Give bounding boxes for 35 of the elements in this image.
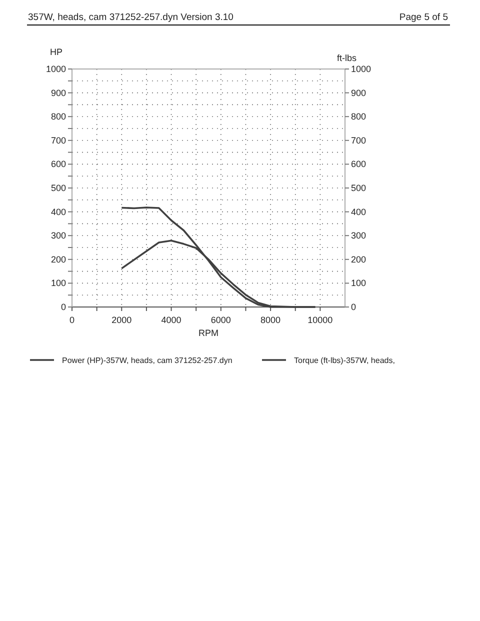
- y-tick-label: 500: [50, 183, 66, 193]
- y-tick-label: 300: [50, 230, 66, 241]
- y2-tick-label: 400: [351, 206, 366, 217]
- y2-tick-label: 0: [351, 302, 356, 312]
- y-tick-label: 400: [50, 206, 66, 217]
- y2-tick-label: 500: [351, 183, 366, 193]
- chart-title: 357W, heads, cam 371252-257.dyn Version 3.10: [28, 12, 234, 23]
- y-tick-label: 800: [50, 112, 66, 122]
- y-tick-label: 700: [50, 135, 66, 146]
- y-tick-label: 900: [50, 88, 66, 98]
- y2-tick-label: 300: [351, 230, 366, 241]
- y-tick-label: 100: [50, 278, 66, 288]
- x-tick-label: 10000: [308, 315, 333, 325]
- legend-label: Power (HP)-357W, heads, cam 371252-257.dyn: [62, 356, 232, 365]
- x-tick-label: 4000: [161, 315, 182, 325]
- y2-tick-label: 800: [351, 112, 366, 122]
- y2-tick-label: 100: [351, 278, 366, 288]
- x-axis-title: RPM: [198, 328, 218, 338]
- x-tick-label: 2000: [112, 315, 132, 325]
- text: Page 5 of 5: [399, 12, 448, 23]
- x-tick-label: 8000: [260, 315, 281, 325]
- y2-tick-label: 200: [351, 254, 366, 264]
- x-tick-label: 0: [69, 315, 75, 325]
- y-tick-label: 1000: [46, 64, 66, 74]
- y-tick-label: 200: [50, 254, 66, 264]
- x-tick-label: 6000: [210, 315, 231, 325]
- y2-tick-label: 600: [351, 159, 366, 170]
- y2-tick-label: 700: [351, 135, 366, 146]
- y2-tick-label: 1000: [351, 64, 372, 74]
- y2-tick-label: 900: [351, 88, 366, 98]
- y-tick-label: 0: [60, 302, 66, 312]
- y-axis-title: HP: [50, 47, 63, 57]
- y-tick-label: 600: [50, 159, 66, 170]
- legend-label: Torque (ft-lbs)-357W, heads,: [294, 356, 395, 365]
- y2-axis-title: ft-lbs: [337, 53, 358, 63]
